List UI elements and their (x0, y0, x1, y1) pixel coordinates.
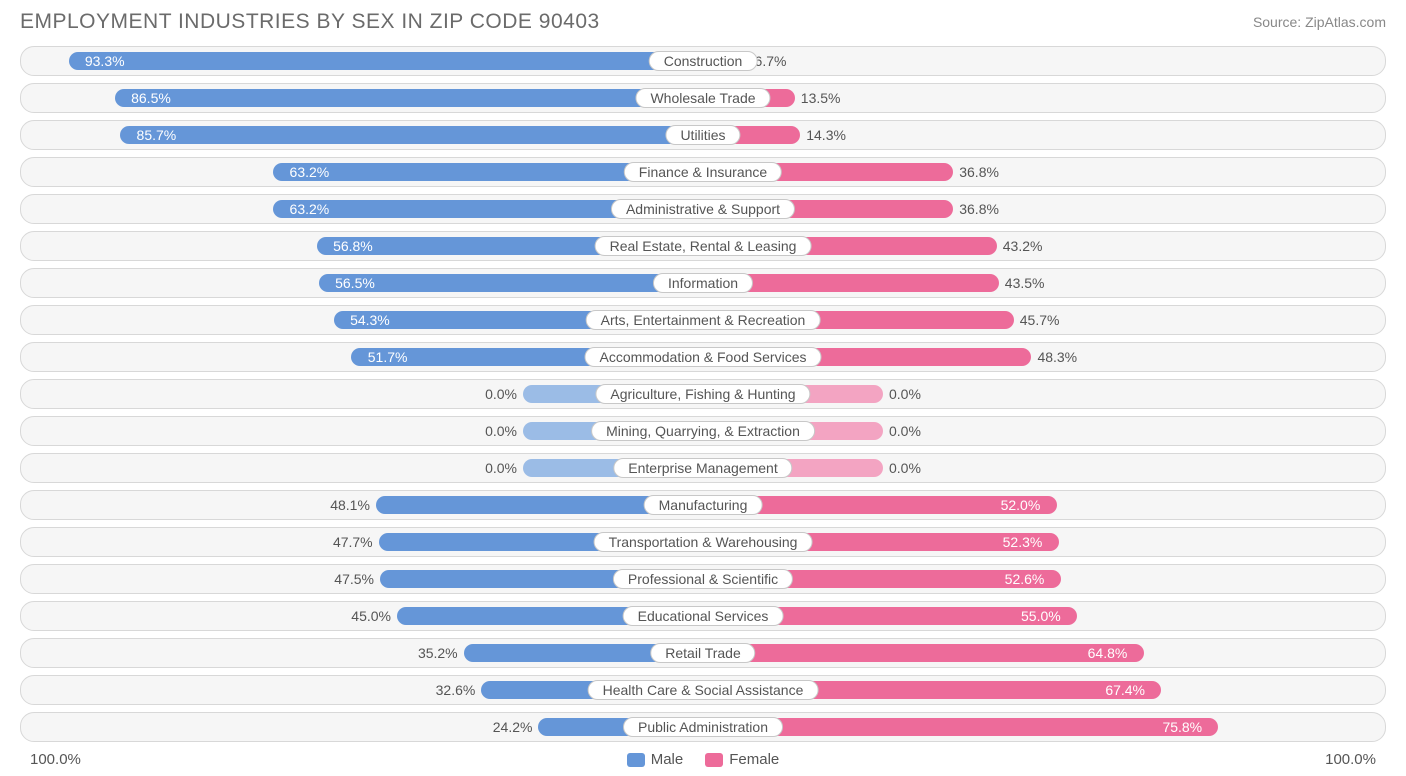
row-label: Real Estate, Rental & Leasing (595, 236, 812, 256)
pct-male: 0.0% (485, 460, 517, 476)
chart-row: 24.2% 75.8% Public Administration (20, 712, 1386, 742)
bar-male (69, 52, 703, 70)
pct-female: 13.5% (801, 90, 841, 106)
chart-row: 63.2% 36.8% Finance & Insurance (20, 157, 1386, 187)
pct-male: 56.8% (333, 238, 373, 254)
legend-female: Female (705, 751, 779, 768)
row-label: Arts, Entertainment & Recreation (586, 310, 821, 330)
row-label: Agriculture, Fishing & Hunting (595, 384, 810, 404)
legend: Male Female (627, 751, 780, 768)
pct-female: 52.3% (1003, 534, 1043, 550)
pct-male: 86.5% (131, 90, 171, 106)
pct-male: 51.7% (368, 349, 408, 365)
row-label: Enterprise Management (613, 458, 792, 478)
chart-row: 54.3% 45.7% Arts, Entertainment & Recreati… (20, 305, 1386, 335)
pct-female: 14.3% (806, 127, 846, 143)
chart-row: 35.2% 64.8% Retail Trade (20, 638, 1386, 668)
pct-male: 32.6% (436, 682, 476, 698)
chart-footer: 100.0% Male Female 100.0% (0, 749, 1406, 768)
chart-row: 0.0% 0.0% Enterprise Management (20, 453, 1386, 483)
row-label: Manufacturing (644, 495, 763, 515)
swatch-female (705, 753, 723, 767)
chart-area: 93.3% 6.7%Construction 86.5% 13.5% Wholesale… (0, 42, 1406, 742)
chart-row: 93.3% 6.7%Construction (20, 46, 1386, 76)
pct-male: 0.0% (485, 386, 517, 402)
bar-male (120, 126, 703, 144)
row-label: Mining, Quarrying, & Extraction (591, 421, 815, 441)
pct-female: 45.7% (1020, 312, 1060, 328)
pct-female: 43.5% (1005, 275, 1045, 291)
row-label: Utilities (665, 125, 740, 145)
pct-female: 43.2% (1003, 238, 1043, 254)
chart-row: 47.5% 52.6% Professional & Scientific (20, 564, 1386, 594)
pct-female: 0.0% (889, 423, 921, 439)
pct-female: 75.8% (1162, 719, 1202, 735)
pct-male: 85.7% (137, 127, 177, 143)
pct-female: 52.0% (1001, 497, 1041, 513)
chart-row: 63.2% 36.8% Administrative & Support (20, 194, 1386, 224)
pct-female: 67.4% (1105, 682, 1145, 698)
chart-header: EMPLOYMENT INDUSTRIES BY SEX IN ZIP CODE… (0, 0, 1406, 42)
pct-male: 47.5% (334, 571, 374, 587)
pct-male: 35.2% (418, 645, 458, 661)
chart-title: EMPLOYMENT INDUSTRIES BY SEX IN ZIP CODE… (20, 10, 600, 34)
pct-female: 0.0% (889, 460, 921, 476)
chart-row: 51.7% 48.3% Accommodation & Food Services (20, 342, 1386, 372)
chart-row: 32.6% 67.4% Health Care & Social Assistanc… (20, 675, 1386, 705)
legend-male: Male (627, 751, 684, 768)
row-label: Public Administration (623, 717, 783, 737)
chart-row: 56.8% 43.2% Real Estate, Rental & Leasing (20, 231, 1386, 261)
pct-male: 45.0% (351, 608, 391, 624)
pct-female: 64.8% (1088, 645, 1128, 661)
pct-female: 36.8% (959, 201, 999, 217)
pct-male: 54.3% (350, 312, 390, 328)
pct-male: 56.5% (335, 275, 375, 291)
pct-female: 48.3% (1037, 349, 1077, 365)
pct-male: 24.2% (493, 719, 533, 735)
row-label: Educational Services (623, 606, 784, 626)
chart-row: 45.0% 55.0% Educational Services (20, 601, 1386, 631)
pct-male: 93.3% (85, 53, 125, 69)
legend-male-label: Male (651, 751, 684, 768)
chart-row: 0.0% 0.0% Mining, Quarrying, & Extraction (20, 416, 1386, 446)
row-label: Information (653, 273, 753, 293)
row-label: Transportation & Warehousing (594, 532, 813, 552)
pct-male: 0.0% (485, 423, 517, 439)
pct-male: 63.2% (290, 164, 330, 180)
row-label: Construction (649, 51, 758, 71)
pct-male: 48.1% (330, 497, 370, 513)
row-label: Finance & Insurance (624, 162, 782, 182)
pct-female: 36.8% (959, 164, 999, 180)
legend-female-label: Female (729, 751, 779, 768)
axis-label-left: 100.0% (30, 751, 81, 768)
bar-male (115, 89, 703, 107)
chart-row: 47.7% 52.3% Transportation & Warehousing (20, 527, 1386, 557)
swatch-male (627, 753, 645, 767)
pct-female: 6.7% (755, 53, 787, 69)
chart-row: 0.0% 0.0% Agriculture, Fishing & Hunting (20, 379, 1386, 409)
chart-row: 56.5% 43.5% Information (20, 268, 1386, 298)
axis-label-right: 100.0% (1325, 751, 1376, 768)
row-label: Wholesale Trade (635, 88, 770, 108)
pct-female: 0.0% (889, 386, 921, 402)
bar-male (319, 274, 703, 292)
bar-female (703, 644, 1144, 662)
pct-female: 52.6% (1005, 571, 1045, 587)
chart-row: 85.7% 14.3% Utilities (20, 120, 1386, 150)
row-label: Administrative & Support (611, 199, 795, 219)
row-label: Health Care & Social Assistance (588, 680, 819, 700)
pct-male: 63.2% (290, 201, 330, 217)
row-label: Retail Trade (650, 643, 755, 663)
chart-row: 86.5% 13.5% Wholesale Trade (20, 83, 1386, 113)
chart-row: 48.1% 52.0% Manufacturing (20, 490, 1386, 520)
row-label: Accommodation & Food Services (585, 347, 822, 367)
pct-female: 55.0% (1021, 608, 1061, 624)
row-label: Professional & Scientific (613, 569, 793, 589)
chart-source: Source: ZipAtlas.com (1253, 14, 1386, 30)
pct-male: 47.7% (333, 534, 373, 550)
